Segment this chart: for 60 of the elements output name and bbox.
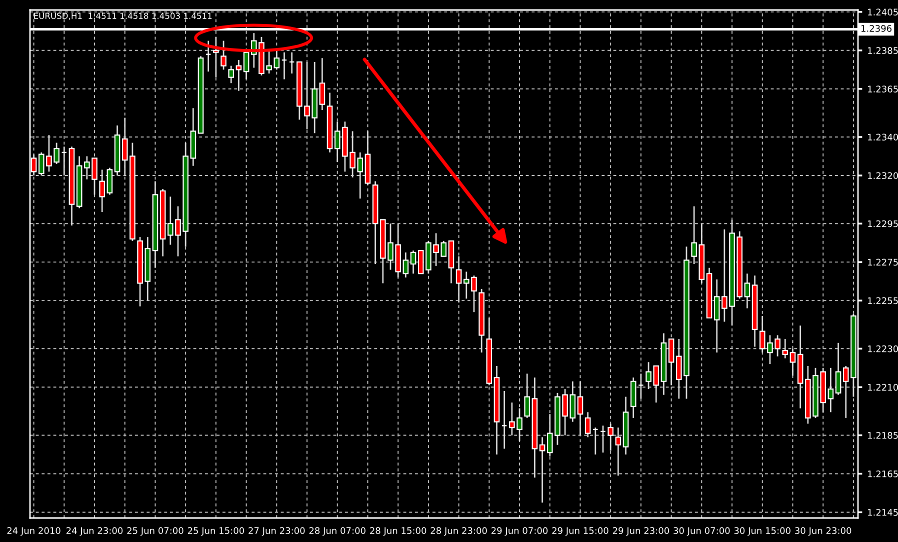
candlestick (539, 436, 546, 504)
y-tick-label: 1.2405 (868, 8, 898, 16)
candlestick (714, 278, 720, 354)
x-tick-label: 24 Jun 2010 (7, 527, 60, 536)
candlestick (456, 256, 462, 304)
candlestick (584, 411, 591, 438)
candlestick (691, 206, 697, 265)
candlestick (288, 52, 295, 74)
candlestick (828, 367, 834, 413)
y-tick-label: 1.2385 (868, 47, 898, 54)
candlestick (615, 426, 622, 476)
candlestick (638, 372, 644, 400)
candlestick (99, 169, 106, 213)
candlestick (600, 424, 606, 454)
candlestick (243, 50, 250, 80)
candlestick (402, 252, 409, 278)
y-tick-label: 1.2145 (868, 508, 898, 516)
x-tick-label: 24 Jun 23:00 (66, 527, 123, 536)
y-tick-label: 1.2275 (868, 258, 898, 266)
y-tick-label: 1.2340 (868, 134, 898, 141)
ref-line-label: 1.2396 (861, 25, 892, 32)
candlestick (228, 65, 234, 84)
candlestick (790, 348, 796, 376)
candlestick (501, 390, 508, 450)
x-tick-label: 28 Jun 23:00 (430, 527, 487, 536)
x-tick-label: 27 Jun 23:00 (248, 527, 305, 536)
candlestick (106, 167, 113, 196)
y-tick-label: 1.2320 (868, 172, 898, 180)
y-tick-label: 1.2365 (868, 86, 898, 92)
x-tick-label: 28 Jun 15:00 (370, 527, 426, 536)
candlestick (744, 272, 750, 309)
candlestick (410, 250, 416, 274)
y-tick-label: 1.2210 (868, 384, 898, 391)
y-tick-label: 1.2165 (868, 470, 898, 478)
y-tick-label: 1.2185 (868, 432, 898, 439)
candlestick (608, 423, 614, 452)
candlestick (835, 342, 842, 396)
x-tick-label: 28 Jun 07:00 (309, 527, 366, 536)
x-tick-label: 29 Jun 07:00 (492, 527, 548, 536)
candlestick (281, 52, 288, 80)
y-tick-label: 1.2295 (868, 220, 898, 228)
candlestick (592, 426, 598, 456)
candlestick (236, 59, 242, 92)
candlestick (205, 40, 212, 72)
candlestick (319, 57, 326, 111)
candlestick (524, 372, 530, 419)
x-tick-label: 30 Jun 23:00 (795, 527, 852, 536)
x-tick-label: 25 Jun 15:00 (188, 527, 244, 536)
candlestick (668, 338, 674, 386)
candlestick (782, 338, 788, 359)
candlestick (577, 380, 584, 436)
y-tick-label: 1.2230 (868, 345, 898, 352)
x-tick-label: 29 Jun 15:00 (552, 527, 608, 536)
x-tick-label: 30 Jun 15:00 (734, 527, 790, 536)
x-tick-label: 25 Jun 07:00 (127, 527, 184, 536)
y-tick-label: 1.2255 (868, 297, 898, 304)
candlestick (61, 146, 68, 176)
chart-title: EURUSD,H1 1.4511 1.4518 1.4503 1.4511 (34, 12, 212, 20)
x-tick-label: 30 Jun 07:00 (674, 527, 730, 536)
x-tick-label: 29 Jun 23:00 (612, 527, 670, 536)
